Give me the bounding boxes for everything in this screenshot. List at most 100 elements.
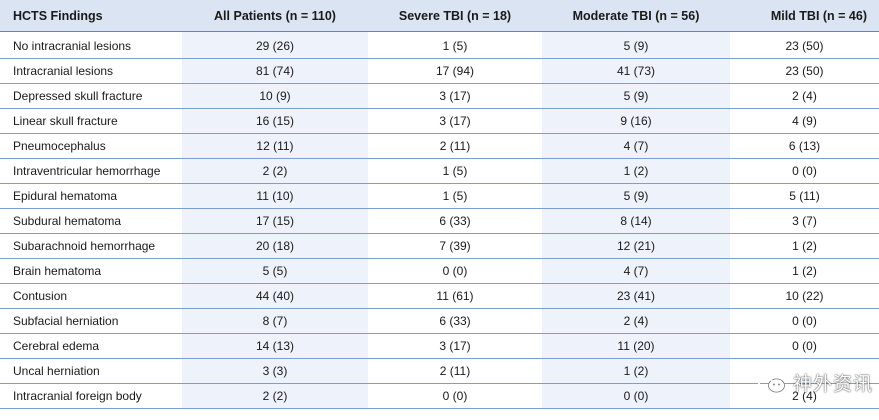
severe-tbi-value: 0 (0)	[368, 383, 542, 409]
severe-tbi-value: 11 (61)	[368, 283, 542, 309]
all-patients-value: 11 (10)	[182, 183, 368, 209]
moderate-tbi-value: 41 (73)	[542, 58, 730, 84]
moderate-tbi-value: 1 (2)	[542, 158, 730, 184]
moderate-tbi-value: 2 (4)	[542, 308, 730, 334]
table-row: Cerebral edema 14 (13) 3 (17) 11 (20) 0 (0)	[0, 333, 879, 359]
header-mild-tbi: Mild TBI (n = 46)	[730, 0, 879, 32]
table-row: Contusion 44 (40) 11 (61) 23 (41) 10 (22)	[0, 283, 879, 309]
finding-label: Epidural hematoma	[0, 183, 182, 209]
mild-tbi-value: 1 (2)	[730, 258, 879, 284]
finding-label: Linear skull fracture	[0, 108, 182, 134]
severe-tbi-value: 1 (5)	[368, 31, 542, 59]
severe-tbi-value: 3 (17)	[368, 108, 542, 134]
finding-label: Depressed skull fracture	[0, 83, 182, 109]
header-severe-tbi: Severe TBI (n = 18)	[368, 0, 542, 32]
mild-tbi-value: 2 (4)	[730, 83, 879, 109]
table-row: Pneumocephalus 12 (11) 2 (11) 4 (7) 6 (13)	[0, 133, 879, 159]
moderate-tbi-value: 5 (9)	[542, 83, 730, 109]
mild-tbi-value: 6 (13)	[730, 133, 879, 159]
table-row: Epidural hematoma 11 (10) 1 (5) 5 (9) 5 (11)	[0, 183, 879, 209]
mild-tbi-value: 2 (4)	[730, 383, 879, 409]
severe-tbi-value: 1 (5)	[368, 183, 542, 209]
severe-tbi-value: 1 (5)	[368, 158, 542, 184]
finding-label: Contusion	[0, 283, 182, 309]
all-patients-value: 29 (26)	[182, 31, 368, 59]
table-body: No intracranial lesions 29 (26) 1 (5) 5 (9)…	[0, 31, 879, 409]
moderate-tbi-value: 9 (16)	[542, 108, 730, 134]
mild-tbi-value	[730, 358, 879, 384]
mild-tbi-value: 10 (22)	[730, 283, 879, 309]
finding-label: Intraventricular hemorrhage	[0, 158, 182, 184]
mild-tbi-value: 23 (50)	[730, 58, 879, 84]
moderate-tbi-value: 11 (20)	[542, 333, 730, 359]
finding-label: Cerebral edema	[0, 333, 182, 359]
severe-tbi-value: 7 (39)	[368, 233, 542, 259]
finding-label: Intracranial foreign body	[0, 383, 182, 409]
severe-tbi-value: 6 (33)	[368, 308, 542, 334]
finding-label: Subfacial herniation	[0, 308, 182, 334]
all-patients-value: 81 (74)	[182, 58, 368, 84]
mild-tbi-value: 4 (9)	[730, 108, 879, 134]
mild-tbi-value: 5 (11)	[730, 183, 879, 209]
header-row: HCTS Findings All Patients (n = 110) Sev…	[0, 0, 879, 32]
all-patients-value: 16 (15)	[182, 108, 368, 134]
hcts-findings-table: HCTS Findings All Patients (n = 110) Sev…	[0, 0, 879, 409]
moderate-tbi-value: 23 (41)	[542, 283, 730, 309]
table-row: Intracranial foreign body 2 (2) 0 (0) 0 (0)…	[0, 383, 879, 409]
severe-tbi-value: 3 (17)	[368, 83, 542, 109]
all-patients-value: 20 (18)	[182, 233, 368, 259]
all-patients-value: 17 (15)	[182, 208, 368, 234]
moderate-tbi-value: 12 (21)	[542, 233, 730, 259]
table-row: Brain hematoma 5 (5) 0 (0) 4 (7) 1 (2)	[0, 258, 879, 284]
table-row: No intracranial lesions 29 (26) 1 (5) 5 (9)…	[0, 31, 879, 59]
finding-label: Intracranial lesions	[0, 58, 182, 84]
all-patients-value: 2 (2)	[182, 383, 368, 409]
all-patients-value: 3 (3)	[182, 358, 368, 384]
finding-label: Subarachnoid hemorrhage	[0, 233, 182, 259]
mild-tbi-value: 0 (0)	[730, 308, 879, 334]
all-patients-value: 12 (11)	[182, 133, 368, 159]
table-row: Intracranial lesions 81 (74) 17 (94) 41 (73…	[0, 58, 879, 84]
table-row: Depressed skull fracture 10 (9) 3 (17) 5 (9…	[0, 83, 879, 109]
table-row: Subdural hematoma 17 (15) 6 (33) 8 (14) 3 (7…	[0, 208, 879, 234]
moderate-tbi-value: 0 (0)	[542, 383, 730, 409]
moderate-tbi-value: 5 (9)	[542, 31, 730, 59]
table-row: Subfacial herniation 8 (7) 6 (33) 2 (4) 0 (0…	[0, 308, 879, 334]
moderate-tbi-value: 4 (7)	[542, 133, 730, 159]
finding-label: Subdural hematoma	[0, 208, 182, 234]
mild-tbi-value: 1 (2)	[730, 233, 879, 259]
table-row: Intraventricular hemorrhage 2 (2) 1 (5) 1 (…	[0, 158, 879, 184]
all-patients-value: 2 (2)	[182, 158, 368, 184]
all-patients-value: 5 (5)	[182, 258, 368, 284]
severe-tbi-value: 17 (94)	[368, 58, 542, 84]
finding-label: Brain hematoma	[0, 258, 182, 284]
table-header: HCTS Findings All Patients (n = 110) Sev…	[0, 0, 879, 32]
finding-label: No intracranial lesions	[0, 31, 182, 59]
all-patients-value: 10 (9)	[182, 83, 368, 109]
finding-label: Pneumocephalus	[0, 133, 182, 159]
all-patients-value: 8 (7)	[182, 308, 368, 334]
moderate-tbi-value: 5 (9)	[542, 183, 730, 209]
moderate-tbi-value: 1 (2)	[542, 358, 730, 384]
mild-tbi-value: 0 (0)	[730, 333, 879, 359]
severe-tbi-value: 3 (17)	[368, 333, 542, 359]
moderate-tbi-value: 4 (7)	[542, 258, 730, 284]
mild-tbi-value: 0 (0)	[730, 158, 879, 184]
moderate-tbi-value: 8 (14)	[542, 208, 730, 234]
all-patients-value: 44 (40)	[182, 283, 368, 309]
mild-tbi-value: 3 (7)	[730, 208, 879, 234]
severe-tbi-value: 6 (33)	[368, 208, 542, 234]
mild-tbi-value: 23 (50)	[730, 31, 879, 59]
severe-tbi-value: 2 (11)	[368, 133, 542, 159]
table-row: Subarachnoid hemorrhage 20 (18) 7 (39) 12 (…	[0, 233, 879, 259]
all-patients-value: 14 (13)	[182, 333, 368, 359]
table-row: Linear skull fracture 16 (15) 3 (17) 9 (16)…	[0, 108, 879, 134]
header-all-patients: All Patients (n = 110)	[182, 0, 368, 32]
header-moderate-tbi: Moderate TBI (n = 56)	[542, 0, 730, 32]
table-row: Uncal herniation 3 (3) 2 (11) 1 (2)	[0, 358, 879, 384]
severe-tbi-value: 0 (0)	[368, 258, 542, 284]
severe-tbi-value: 2 (11)	[368, 358, 542, 384]
header-hcts-findings: HCTS Findings	[0, 0, 182, 32]
finding-label: Uncal herniation	[0, 358, 182, 384]
